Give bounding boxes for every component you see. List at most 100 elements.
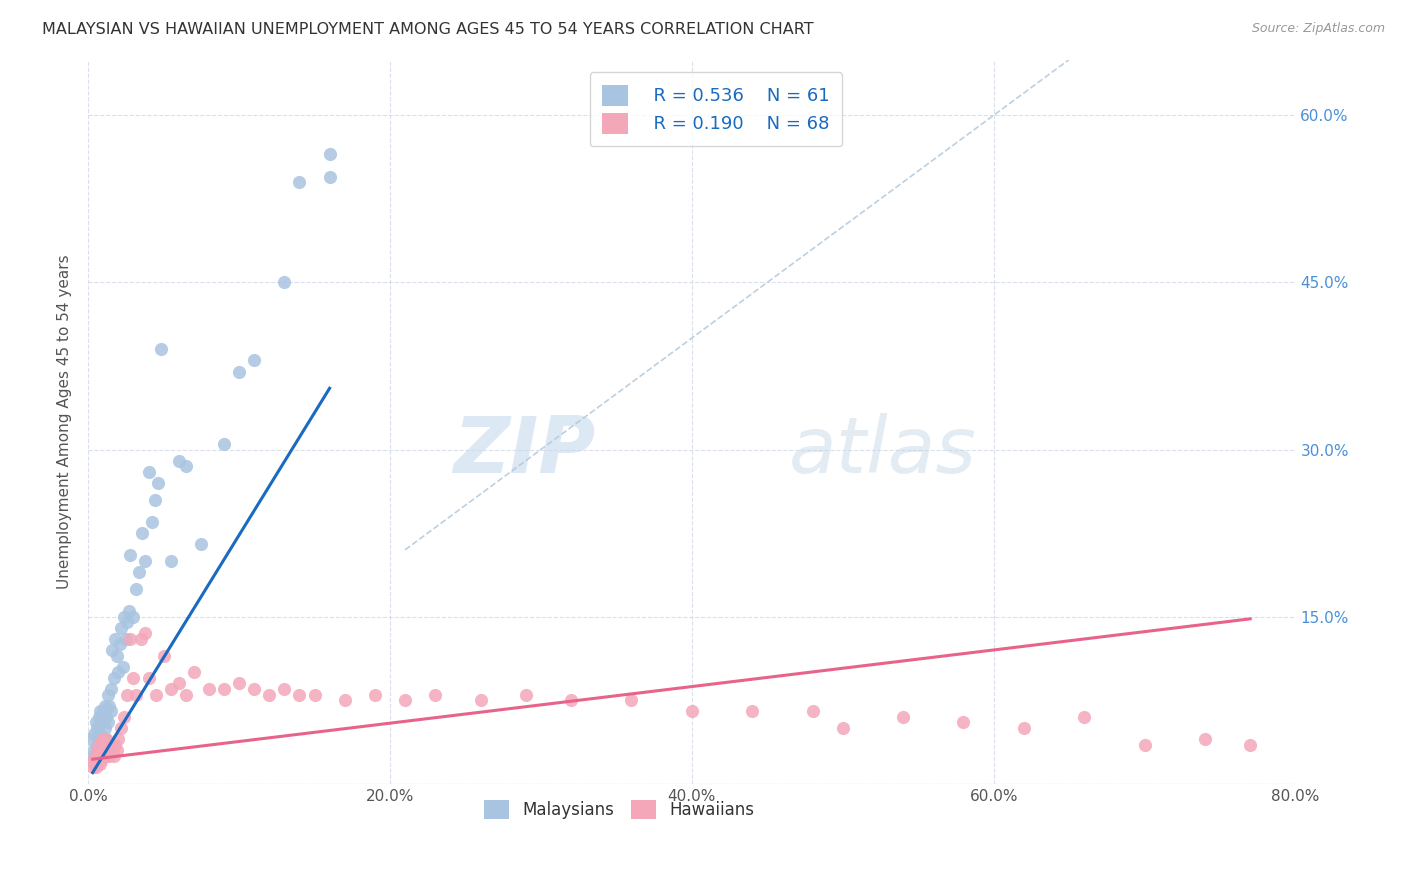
Point (425, 688, 447, 702)
Point (125, 688, 148, 702)
Point (117, 688, 139, 702)
Point (89, 756, 111, 771)
Point (212, 681, 235, 696)
Legend: Malaysians, Hawaiians: Malaysians, Hawaiians (478, 794, 761, 826)
Point (98, 748, 121, 763)
Point (333, 693, 356, 707)
Point (80, 755, 103, 769)
Point (174, 459, 197, 474)
Point (160, 681, 183, 696)
Point (115, 632, 138, 646)
Point (86, 743, 108, 757)
Point (143, 492, 166, 507)
Point (83, 726, 105, 740)
Point (111, 659, 134, 673)
Point (91, 732, 114, 747)
Point (801, 704, 824, 718)
Point (470, 693, 492, 707)
Point (131, 526, 153, 541)
Point (318, 147, 340, 161)
Point (190, 537, 212, 551)
Y-axis label: Unemployment Among Ages 45 to 54 years: Unemployment Among Ages 45 to 54 years (58, 254, 72, 589)
Point (90, 752, 112, 766)
Point (84, 755, 107, 769)
Point (1012, 721, 1035, 735)
Point (97, 715, 120, 730)
Point (167, 453, 190, 467)
Point (83, 743, 105, 757)
Point (101, 643, 124, 657)
Point (149, 343, 172, 357)
Point (560, 693, 582, 707)
Point (243, 353, 266, 368)
Point (122, 671, 145, 685)
Point (94, 743, 117, 757)
Point (105, 743, 128, 757)
Point (110, 721, 132, 735)
Point (515, 688, 537, 702)
Text: atlas: atlas (789, 413, 976, 489)
Point (134, 554, 156, 568)
Point (104, 738, 127, 752)
Point (394, 693, 416, 707)
Point (891, 710, 914, 724)
Point (364, 688, 387, 702)
Point (86, 756, 108, 771)
Point (134, 626, 156, 640)
Point (120, 632, 142, 646)
Point (91, 748, 114, 763)
Point (228, 365, 250, 379)
Point (89, 704, 111, 718)
Point (83, 755, 105, 769)
Point (831, 721, 853, 735)
Point (160, 554, 183, 568)
Point (82, 748, 104, 763)
Point (94, 698, 117, 713)
Point (80, 732, 103, 747)
Point (212, 437, 235, 451)
Point (107, 732, 129, 747)
Point (120, 549, 142, 563)
Point (183, 665, 205, 680)
Point (94, 721, 117, 735)
Point (91, 748, 114, 763)
Point (952, 715, 974, 730)
Point (86, 738, 108, 752)
Point (84, 715, 107, 730)
Point (129, 632, 152, 646)
Point (82, 760, 104, 774)
Point (91, 732, 114, 747)
Point (86, 721, 108, 735)
Point (146, 475, 169, 490)
Point (96, 710, 118, 724)
Point (87, 732, 110, 747)
Point (273, 276, 295, 290)
Point (100, 738, 122, 752)
Point (138, 465, 160, 479)
Text: ZIP: ZIP (453, 413, 595, 489)
Point (87, 755, 110, 769)
Text: MALAYSIAN VS HAWAIIAN UNEMPLOYMENT AMONG AGES 45 TO 54 YEARS CORRELATION CHART: MALAYSIAN VS HAWAIIAN UNEMPLOYMENT AMONG… (42, 22, 814, 37)
Point (96, 748, 118, 763)
Point (122, 609, 145, 624)
Text: Source: ZipAtlas.com: Source: ZipAtlas.com (1251, 22, 1385, 36)
Point (84, 748, 107, 763)
Point (118, 604, 141, 618)
Point (87, 710, 110, 724)
Point (304, 688, 326, 702)
Point (110, 621, 132, 635)
Point (1133, 738, 1156, 752)
Point (152, 648, 174, 663)
Point (174, 688, 197, 702)
Point (107, 665, 129, 680)
Point (104, 632, 127, 646)
Point (681, 704, 703, 718)
Point (96, 732, 118, 747)
Point (100, 681, 122, 696)
Point (87, 738, 110, 752)
Point (96, 732, 118, 747)
Point (100, 704, 122, 718)
Point (112, 710, 135, 724)
Point (101, 743, 124, 757)
Point (89, 748, 111, 763)
